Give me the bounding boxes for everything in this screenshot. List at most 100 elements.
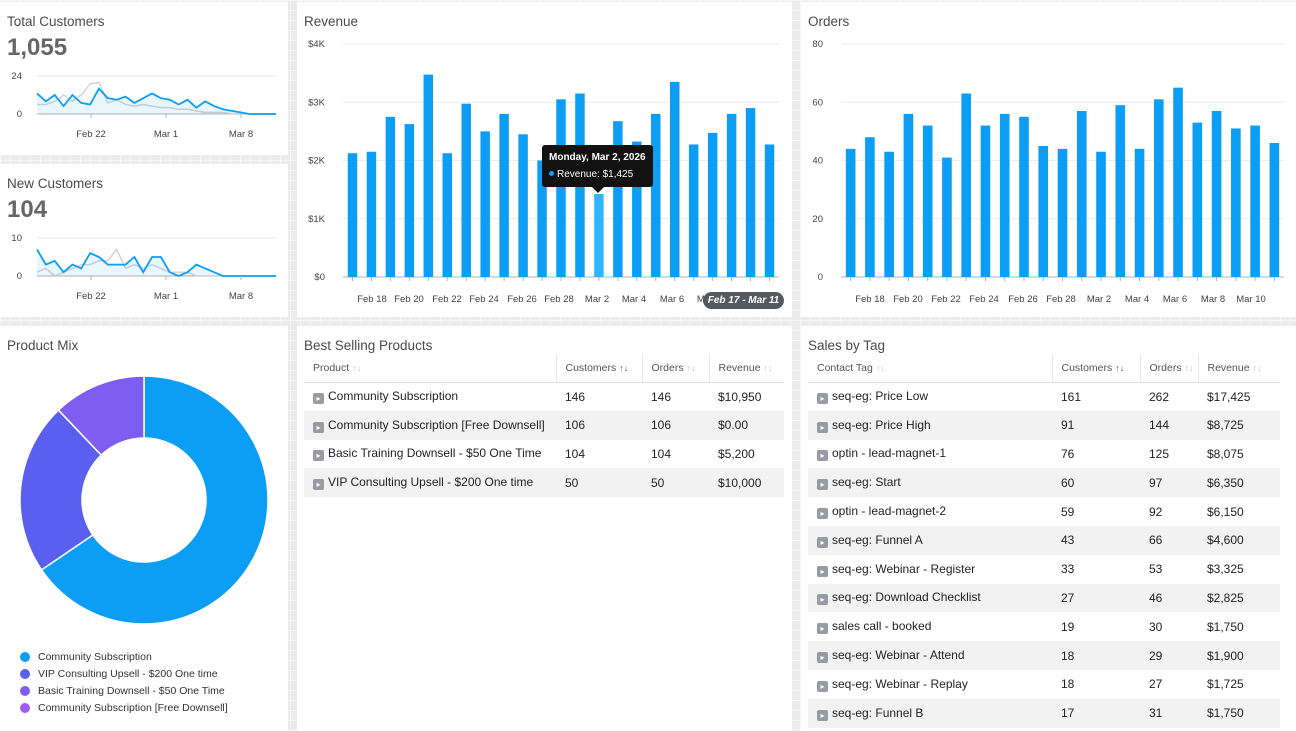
expand-row-icon[interactable]: ▸ — [817, 450, 828, 462]
y-tick-label: $2K — [308, 156, 326, 167]
table-cell: 29 — [1140, 641, 1198, 670]
table-row[interactable]: ▸ sales call - booked 19 30 $1,750 — [808, 612, 1280, 641]
column-header-label: Orders — [1149, 361, 1182, 374]
table-row[interactable]: ▸ seq-eg: Webinar - Register 33 53 $3,325 — [808, 555, 1280, 584]
table-cell: 146 — [642, 382, 709, 411]
column-header[interactable]: Revenue ↑↓ — [1197, 354, 1280, 383]
column-header[interactable]: Orders ↑↓ — [641, 354, 709, 383]
table-row[interactable]: ▸ seq-eg: Price Low 161 262 $17,425 — [808, 382, 1280, 411]
sort-icon[interactable]: ↑↓ — [1252, 362, 1262, 373]
table-cell: 161 — [1052, 382, 1140, 411]
table-row[interactable]: ▸ seq-eg: Webinar - Replay 18 27 $1,725 — [808, 670, 1280, 699]
table-row[interactable]: ▸ seq-eg: Funnel A 43 66 $4,600 — [808, 525, 1280, 555]
expand-row-icon[interactable]: ▸ — [817, 536, 828, 548]
sort-icon[interactable]: ↑↓ — [686, 362, 696, 373]
bar — [404, 124, 415, 277]
table-cell: 125 — [1140, 440, 1198, 469]
expand-row-icon[interactable]: ▸ — [313, 450, 324, 462]
best-selling-table: Product ↑↓ Customers ↑↓ Orders ↑↓ Revenue ↑↓ ▸ Co… — [304, 354, 784, 498]
bar — [961, 93, 972, 277]
sort-icon[interactable]: ↑↓ — [763, 362, 773, 373]
expand-row-icon[interactable]: ▸ — [817, 680, 828, 692]
cell-text: Basic Training Downsell - $50 One Time — [328, 446, 542, 461]
tooltip-value: Revenue: $1,425 — [557, 169, 634, 180]
cell-text: $1,725 — [1207, 677, 1244, 692]
table-row[interactable]: ▸ VIP Consulting Upsell - $200 One time 50… — [304, 468, 784, 498]
orders-chart[interactable]: 80 60 40 20 0 Feb 18 Feb 20 Feb 22 Feb 24 Feb 26 F… — [801, 2, 1296, 317]
table-row[interactable]: ▸ Community Subscription [Free Downsell] 1… — [304, 410, 784, 440]
product-mix-donut[interactable] — [0, 370, 288, 670]
expand-row-icon[interactable]: ▸ — [817, 421, 828, 433]
table-row[interactable]: ▸ Community Subscription 146 146 $10,950 — [304, 382, 784, 411]
x-tick-label: Mar 4 — [622, 294, 646, 305]
table-row[interactable]: ▸ seq-eg: Download Checklist 27 46 $2,825 — [808, 583, 1280, 613]
legend-item[interactable]: Community Subscription — [20, 648, 228, 665]
table-row[interactable]: ▸ optin - lead-magnet-1 76 125 $8,075 — [808, 440, 1280, 469]
bar — [999, 113, 1010, 278]
expand-row-icon[interactable]: ▸ — [817, 479, 828, 491]
column-header[interactable]: Customers ↑↓ — [1051, 354, 1140, 383]
expand-row-icon[interactable]: ▸ — [817, 594, 828, 606]
table-cell: 50 — [642, 468, 709, 498]
revenue-chart[interactable]: $4K $3K $2K $1K $0 Feb 18 Feb 20 Feb 22 Feb 24 Fe… — [297, 2, 792, 317]
table-cell: ▸ seq-eg: Download Checklist — [808, 583, 1052, 613]
bar — [461, 103, 471, 277]
y-tick-label: 80 — [812, 39, 823, 50]
total-customers-title: Total Customers — [7, 14, 105, 29]
table-row[interactable]: ▸ seq-eg: Webinar - Attend 18 29 $1,900 — [808, 641, 1280, 670]
table-row[interactable]: ▸ seq-eg: Funnel B 17 31 $1,750 — [808, 698, 1280, 728]
table-row[interactable]: ▸ optin - lead-magnet-2 59 92 $6,150 — [808, 497, 1280, 526]
cell-text: $1,750 — [1207, 619, 1244, 634]
legend-item[interactable]: Community Subscription [Free Downsell] — [20, 699, 228, 716]
column-header[interactable]: Orders ↑↓ — [1139, 354, 1198, 383]
sort-icon[interactable]: ↑↓ — [875, 362, 885, 373]
expand-row-icon[interactable]: ▸ — [817, 709, 828, 721]
y-tick-label: 60 — [812, 97, 823, 108]
sort-icon[interactable]: ↑↓ — [352, 362, 362, 373]
bar — [347, 153, 358, 277]
expand-row-icon[interactable]: ▸ — [817, 508, 828, 520]
legend-label: Community Subscription — [38, 650, 152, 663]
legend-item[interactable]: Basic Training Downsell - $50 One Time — [20, 682, 228, 699]
expand-row-icon[interactable]: ▸ — [817, 652, 828, 664]
table-cell: 31 — [1140, 698, 1198, 728]
table-cell: $10,000 — [709, 468, 784, 498]
bar — [1250, 125, 1260, 277]
cell-text: 125 — [1149, 446, 1170, 461]
bar — [726, 113, 737, 278]
sort-icon[interactable]: ↑↓ — [1184, 362, 1194, 373]
legend-color-dot — [20, 651, 30, 662]
bar — [1173, 87, 1183, 277]
cell-text: VIP Consulting Upsell - $200 One time — [328, 475, 534, 490]
column-header[interactable]: Product ↑↓ — [304, 354, 556, 383]
cell-text: 106 — [651, 418, 672, 433]
tooltip-value-row: Revenue: $1,425 — [549, 169, 646, 180]
new-customers-chart[interactable]: 10 0 Feb 22 Mar 1 Mar 8 — [0, 164, 288, 317]
sort-icon[interactable]: ↑↓ — [1115, 362, 1125, 373]
column-header[interactable]: Customers ↑↓ — [555, 354, 642, 383]
expand-row-icon[interactable]: ▸ — [313, 479, 324, 491]
column-header[interactable]: Contact Tag ↑↓ — [808, 354, 1052, 383]
bar — [556, 99, 566, 278]
total-customers-chart[interactable]: 24 0 Feb 22 Mar 1 Mar 8 — [0, 2, 288, 155]
column-header[interactable]: Revenue ↑↓ — [708, 354, 784, 383]
sort-icon[interactable]: ↑↓ — [619, 362, 629, 373]
date-range-pill[interactable]: Feb 17 - Mar 11 — [703, 292, 784, 309]
x-tick-label: Feb 24 — [969, 294, 999, 305]
best-selling-title: Best Selling Products — [304, 338, 433, 353]
cell-text: seq-eg: Funnel B — [832, 705, 924, 720]
table-row[interactable]: ▸ seq-eg: Price High 91 144 $8,725 — [808, 410, 1280, 440]
x-tick-label: Mar 6 — [1163, 294, 1187, 305]
expand-row-icon[interactable]: ▸ — [817, 623, 828, 635]
legend-item[interactable]: VIP Consulting Upsell - $200 One time — [20, 665, 228, 682]
expand-row-icon[interactable]: ▸ — [313, 393, 324, 405]
donut-slice — [19, 409, 103, 571]
table-row[interactable]: ▸ Basic Training Downsell - $50 One Time 1… — [304, 440, 784, 469]
expand-row-icon[interactable]: ▸ — [313, 421, 324, 433]
cell-text: 66 — [1149, 533, 1163, 548]
x-tick-label: Feb 18 — [357, 294, 387, 305]
table-row[interactable]: ▸ seq-eg: Start 60 97 $6,350 — [808, 468, 1280, 498]
expand-row-icon[interactable]: ▸ — [817, 565, 828, 577]
expand-row-icon[interactable]: ▸ — [817, 393, 828, 405]
x-tick-label: Mar 2 — [585, 294, 609, 305]
